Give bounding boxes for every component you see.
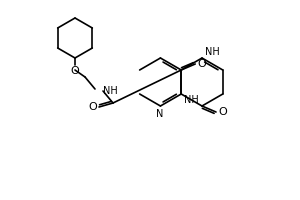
Text: O: O (88, 102, 97, 112)
Text: NH: NH (205, 47, 220, 57)
Text: O: O (218, 107, 227, 117)
Text: NH: NH (184, 95, 199, 105)
Text: O: O (197, 59, 206, 69)
Text: O: O (70, 66, 80, 76)
Text: N: N (156, 109, 163, 119)
Text: NH: NH (103, 86, 118, 96)
